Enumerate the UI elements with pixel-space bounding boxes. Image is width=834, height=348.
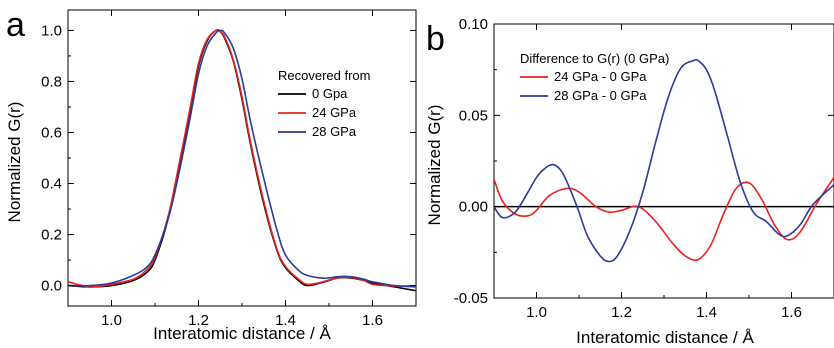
panel-a-y-ticks: 0.0 0.2 0.4 0.6 0.8 1.0 [41,22,416,295]
panel-a-series-line-24-gpa [68,29,416,288]
panel-a-y-tick-label: 0.8 [41,73,62,90]
panel-a-legend-title: Recovered from [278,68,370,83]
panel-b-y-ticks: -0.05 0.00 0.05 0.10 [454,16,834,307]
panel-b-legend-label-28-gpa-0-gpa: 28 GPa - 0 GPa [554,88,647,103]
panel-b-x-tick-label: 1.2 [611,304,632,321]
panel-b-legend-label-24-gpa-0-gpa: 24 GPa - 0 GPa [554,69,647,84]
panel-b-legend-title: Difference to G(r) (0 GPa) [520,51,669,66]
panel-b-series-line-24-gpa-0-gpa [494,176,834,262]
panel-a-y-tick-label: 1.0 [41,22,62,39]
panel-b-x-ticks: 1.0 1.2 1.4 1.6 [493,24,834,321]
panel-a-frame [67,9,417,307]
panel-a-x-axis-title: Interatomic distance / Å [153,324,331,343]
panel-b-y-tick-label: -0.05 [454,290,488,307]
panel-a-legend-label-0-gpa: 0 Gpa [312,86,348,101]
panel-b-y-tick-label: 0.10 [459,16,488,33]
panel-a-y-tick-label: 0.0 [41,278,62,295]
panel-a-legend-label-28-gpa: 28 GPa [312,124,357,139]
panel-a-x-tick-label: 1.2 [188,312,209,329]
panel-b-x-tick-label: 1.0 [526,304,547,321]
panel-a-plot-area [67,9,417,307]
panel-a-series-line-28-gpa [68,29,416,288]
panel-b-y-axis-title: Normalized G(r) [425,105,444,226]
panel-b-y-tick-label: 0.00 [459,199,488,216]
panel-b-series-line-28-gpa-0-gpa [494,58,834,263]
panel-b-x-tick-label: 1.4 [696,304,717,321]
panel-a-letter: a [6,6,25,44]
panel-a-y-tick-label: 0.6 [41,124,62,141]
panel-b-legend: Difference to G(r) (0 GPa) 24 GPa - 0 GP… [520,51,669,103]
panel-b-letter: b [426,20,445,58]
panel-a-y-tick-label: 0.4 [41,176,62,193]
panel-b: b 1.0 1.2 1.4 1.6 -0.05 0.00 0.05 0.10 Interat… [425,16,834,347]
panel-a-y-tick-label: 0.2 [41,227,62,244]
panel-b-x-tick-label: 1.6 [781,304,802,321]
panel-a-x-tick-label: 1.4 [275,312,296,329]
panel-a-y-axis-title: Normalized G(r) [5,102,24,223]
panel-a-x-tick-label: 1.6 [362,312,383,329]
panel-b-x-axis-title: Interatomic distance / Å [576,328,754,347]
panel-a-x-tick-label: 1.0 [101,312,122,329]
panel-a-legend: Recovered from 0 Gpa 24 GPa 28 GPa [278,68,370,139]
panel-a-legend-label-24-gpa: 24 GPa [312,105,357,120]
panel-b-y-tick-label: 0.05 [459,107,488,124]
panel-a: a 1.0 1.2 1.4 1.6 0.0 0.2 0.4 0.6 0.8 1.0 Intera… [5,6,417,343]
panel-a-x-ticks: 1.0 1.2 1.4 1.6 [67,10,417,329]
